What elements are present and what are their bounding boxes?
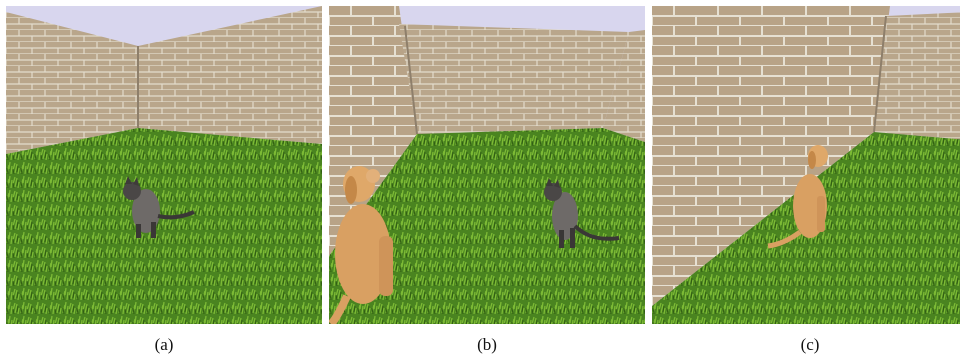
back-wall xyxy=(399,24,629,134)
panel-a xyxy=(6,6,322,324)
caption-b: (b) xyxy=(477,335,497,354)
caption-a: (a) xyxy=(154,335,174,354)
panel-a-scene xyxy=(6,6,322,324)
grass-floor xyxy=(329,128,645,324)
back-wall xyxy=(874,12,960,140)
cat-figure xyxy=(544,178,620,248)
caption-c: (c) xyxy=(800,335,820,354)
dog-figure xyxy=(329,166,393,324)
panel-b xyxy=(329,6,645,324)
right-wall xyxy=(138,6,322,144)
panel-c xyxy=(652,6,960,324)
panel-c-scene xyxy=(652,6,960,324)
left-wall xyxy=(652,6,890,306)
dog-figure xyxy=(767,145,828,249)
right-wall xyxy=(603,30,645,142)
cat-figure xyxy=(123,176,195,238)
grass-floor xyxy=(6,128,322,324)
left-wall xyxy=(6,12,138,154)
panel-b-scene xyxy=(329,6,645,324)
